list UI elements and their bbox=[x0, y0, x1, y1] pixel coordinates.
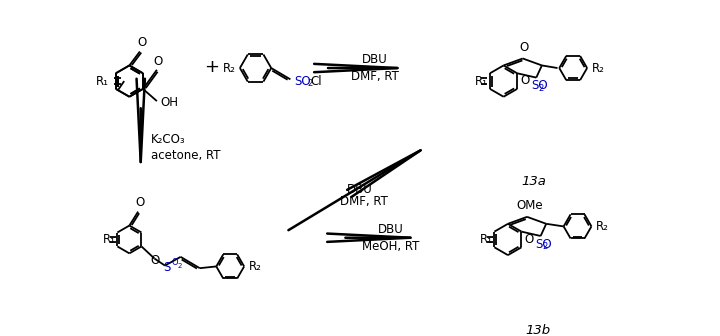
Text: O: O bbox=[153, 55, 163, 69]
Text: K₂CO₃: K₂CO₃ bbox=[151, 133, 186, 146]
Text: O: O bbox=[137, 36, 146, 49]
Text: O: O bbox=[172, 258, 179, 267]
Text: DMF, RT: DMF, RT bbox=[340, 195, 387, 208]
Text: DBU: DBU bbox=[362, 53, 388, 66]
Text: S: S bbox=[163, 261, 171, 274]
Text: DBU: DBU bbox=[377, 222, 403, 236]
Text: SO: SO bbox=[531, 79, 548, 92]
Text: O: O bbox=[525, 233, 534, 246]
Text: R₁: R₁ bbox=[103, 233, 116, 246]
Text: 2: 2 bbox=[177, 262, 181, 268]
Text: MeOH, RT: MeOH, RT bbox=[361, 240, 419, 253]
Text: O: O bbox=[521, 74, 530, 87]
Text: R₂: R₂ bbox=[248, 260, 261, 273]
Text: 2: 2 bbox=[307, 79, 312, 88]
Text: OH: OH bbox=[161, 96, 179, 109]
Text: Cl: Cl bbox=[310, 75, 322, 88]
Text: 2: 2 bbox=[542, 242, 548, 251]
Text: 13b: 13b bbox=[526, 324, 551, 336]
Text: 2: 2 bbox=[538, 84, 544, 93]
Text: O: O bbox=[150, 254, 160, 267]
Text: R₁: R₁ bbox=[96, 75, 109, 88]
Text: acetone, RT: acetone, RT bbox=[151, 149, 220, 162]
Text: O: O bbox=[135, 197, 145, 209]
Text: SO: SO bbox=[536, 238, 552, 251]
Text: O: O bbox=[520, 41, 529, 54]
Text: 13a: 13a bbox=[521, 175, 546, 188]
Text: R₂: R₂ bbox=[222, 61, 235, 75]
Text: DMF, RT: DMF, RT bbox=[351, 70, 399, 83]
Text: DBU: DBU bbox=[347, 183, 373, 196]
Text: OMe: OMe bbox=[516, 199, 543, 212]
Text: R₁: R₁ bbox=[480, 233, 492, 246]
Text: SO: SO bbox=[294, 75, 311, 88]
Text: +: + bbox=[204, 58, 220, 76]
Text: R₂: R₂ bbox=[596, 220, 608, 233]
Text: R₂: R₂ bbox=[591, 61, 604, 75]
Text: R₁: R₁ bbox=[475, 75, 488, 88]
